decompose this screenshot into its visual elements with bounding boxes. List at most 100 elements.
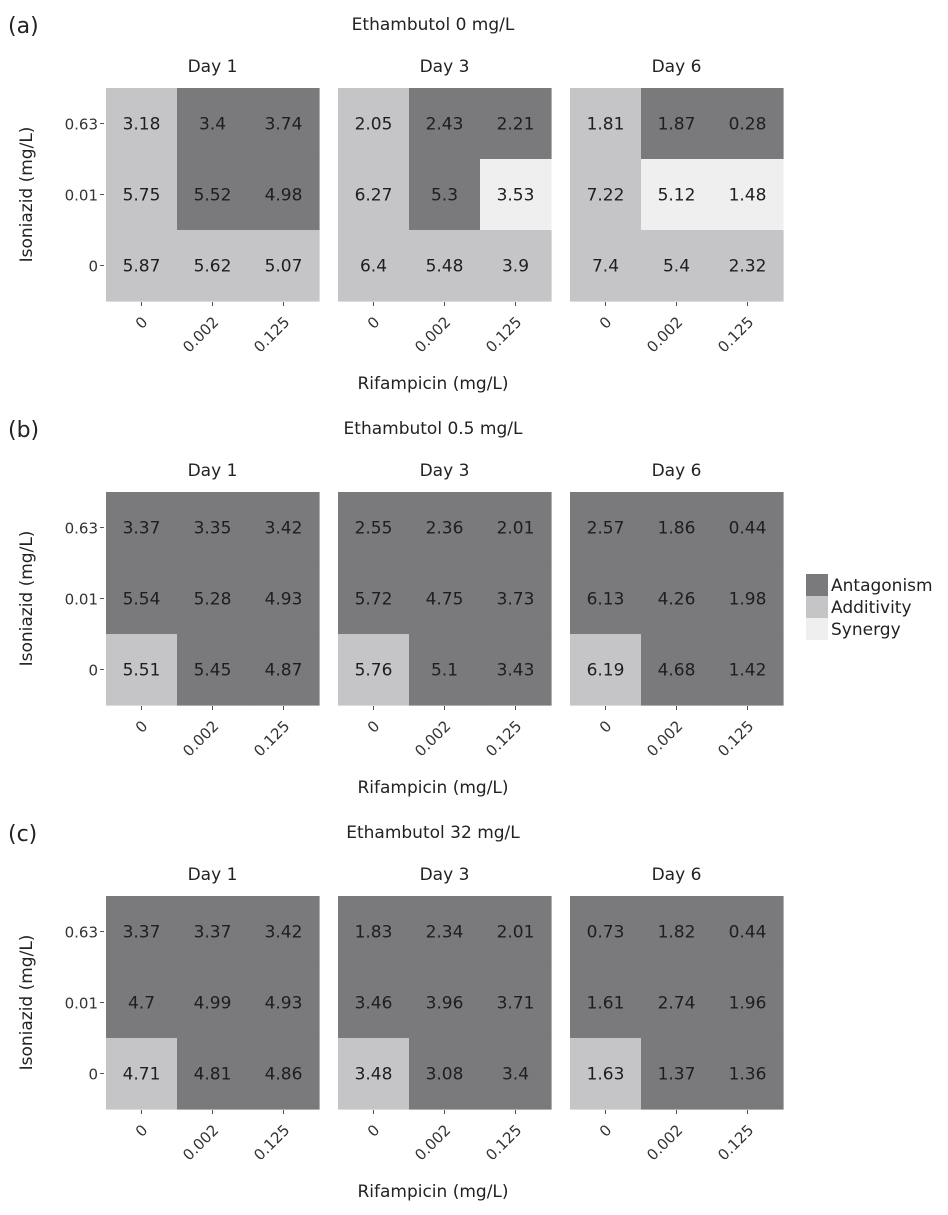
heatmap-cell: [177, 230, 249, 302]
heatmap-cell: [480, 634, 552, 706]
heatmap-cell: [570, 230, 642, 302]
cell-value-label: 3.18: [123, 115, 161, 135]
heatmap-cell: [480, 896, 552, 968]
panel-1: (a) Ethambutol 0 mg/L Day 1 3.18 3.4 3.74 5.75…: [8, 14, 784, 394]
heatmap-cell: [248, 492, 320, 564]
cell-value-label: 5.75: [123, 186, 161, 206]
cell-value-label: 6.13: [587, 590, 625, 610]
y-tick-label: 0.63: [65, 520, 98, 538]
legend-swatch: [806, 618, 828, 640]
heatmap-cell: [338, 230, 410, 302]
facet-label: Day 1: [188, 461, 238, 481]
heatmap-cell: [641, 88, 713, 160]
facet-1: Day 1 3.37 3.37 3.42 4.7 4.99 4.93 4.71 4.81 4.86…: [106, 865, 320, 1164]
cell-value-label: 3.48: [355, 1065, 393, 1085]
x-tick-label: 0.002: [179, 1121, 222, 1164]
cell-value-label: 3.96: [426, 994, 464, 1014]
x-tick-label: 0: [132, 717, 151, 736]
facet-label: Day 6: [652, 461, 702, 481]
heatmap-cell: [712, 1038, 784, 1110]
heatmap-cell: [338, 159, 410, 231]
facet-label: Day 6: [652, 57, 702, 77]
x-tick-label: 0.002: [411, 1121, 454, 1164]
y-tick-label: 0.01: [65, 187, 98, 205]
y-axis-title: Isoniazid (mg/L): [17, 127, 37, 263]
x-tick-label: 0.002: [643, 717, 686, 760]
heatmap-cell: [177, 634, 249, 706]
cell-value-label: 7.22: [587, 186, 625, 206]
heatmap-cell: [106, 88, 178, 160]
heatmap-cell: [570, 896, 642, 968]
heatmap-cell: [570, 634, 642, 706]
heatmap-cell: [480, 563, 552, 635]
cell-value-label: 3.46: [355, 994, 393, 1014]
cell-value-label: 2.36: [426, 519, 464, 539]
cell-value-label: 0.44: [729, 519, 767, 539]
heatmap-cell: [712, 492, 784, 564]
cell-value-label: 6.4: [360, 257, 387, 277]
heatmap-cell: [248, 896, 320, 968]
facet-label: Day 1: [188, 57, 238, 77]
cell-value-label: 3.4: [199, 115, 226, 135]
cell-value-label: 1.83: [355, 923, 393, 943]
heatmap-cell: [712, 563, 784, 635]
cell-value-label: 5.72: [355, 590, 393, 610]
cell-value-label: 2.01: [497, 519, 535, 539]
cell-value-label: 2.43: [426, 115, 464, 135]
facet-3: Day 6 1.81 1.87 0.28 7.22 5.12 1.48 7.4 5.4 2.32 0…: [570, 57, 784, 356]
cell-value-label: 5.4: [663, 257, 690, 277]
cell-value-label: 4.68: [658, 661, 696, 681]
legend-label: Synergy: [831, 620, 901, 640]
heatmap-cell: [570, 492, 642, 564]
x-tick-label: 0.002: [179, 313, 222, 356]
facet-2: Day 3 2.05 2.43 2.21 6.27 5.3 3.53 6.4 5.48 3.9 0 0…: [338, 57, 552, 356]
heatmap-cell: [409, 88, 481, 160]
heatmap-cell: [409, 230, 481, 302]
y-tick-label: 0.01: [65, 591, 98, 609]
heatmap-cell: [248, 159, 320, 231]
cell-value-label: 1.63: [587, 1065, 625, 1085]
heatmap-cell: [712, 896, 784, 968]
x-tick-label: 0.125: [714, 313, 757, 356]
y-tick-label: 0: [88, 1066, 98, 1084]
y-tick-label: 0: [88, 258, 98, 276]
panel-2: (b) Ethambutol 0.5 mg/L Day 1 3.37 3.35 3.42 5…: [8, 418, 784, 798]
heatmap-cell: [480, 88, 552, 160]
heatmap-cell: [409, 634, 481, 706]
heatmap-cell: [480, 1038, 552, 1110]
y-tick-label: 0.63: [65, 924, 98, 942]
cell-value-label: 5.3: [431, 186, 458, 206]
heatmap-cell: [106, 230, 178, 302]
cell-value-label: 7.4: [592, 257, 619, 277]
cell-value-label: 3.37: [194, 923, 232, 943]
heatmap-cell: [641, 634, 713, 706]
heatmap-cell: [338, 563, 410, 635]
x-tick-label: 0.125: [714, 1121, 757, 1164]
x-tick-label: 0: [364, 313, 383, 332]
cell-value-label: 4.86: [265, 1065, 303, 1085]
cell-value-label: 4.99: [194, 994, 232, 1014]
cell-value-label: 2.34: [426, 923, 464, 943]
y-tick-label: 0: [88, 662, 98, 680]
heatmap-cell: [641, 492, 713, 564]
heatmap-cell: [338, 1038, 410, 1110]
heatmap-cell: [641, 967, 713, 1039]
facet-label: Day 3: [420, 461, 470, 481]
heatmap-cell: [409, 563, 481, 635]
heatmap-cell: [106, 634, 178, 706]
heatmap-cell: [641, 563, 713, 635]
y-tick-label: 0.63: [65, 116, 98, 134]
x-tick-label: 0: [132, 313, 151, 332]
heatmap-cell: [106, 563, 178, 635]
heatmap-cell: [177, 896, 249, 968]
x-axis-title: Rifampicin (mg/L): [357, 778, 508, 798]
facet-label: Day 3: [420, 865, 470, 885]
cell-value-label: 1.98: [729, 590, 767, 610]
heatmap-cell: [409, 1038, 481, 1110]
heatmap-cell: [570, 159, 642, 231]
cell-value-label: 4.7: [128, 994, 155, 1014]
y-tick-label: 0.01: [65, 995, 98, 1013]
cell-value-label: 1.96: [729, 994, 767, 1014]
x-tick-label: 0: [364, 717, 383, 736]
